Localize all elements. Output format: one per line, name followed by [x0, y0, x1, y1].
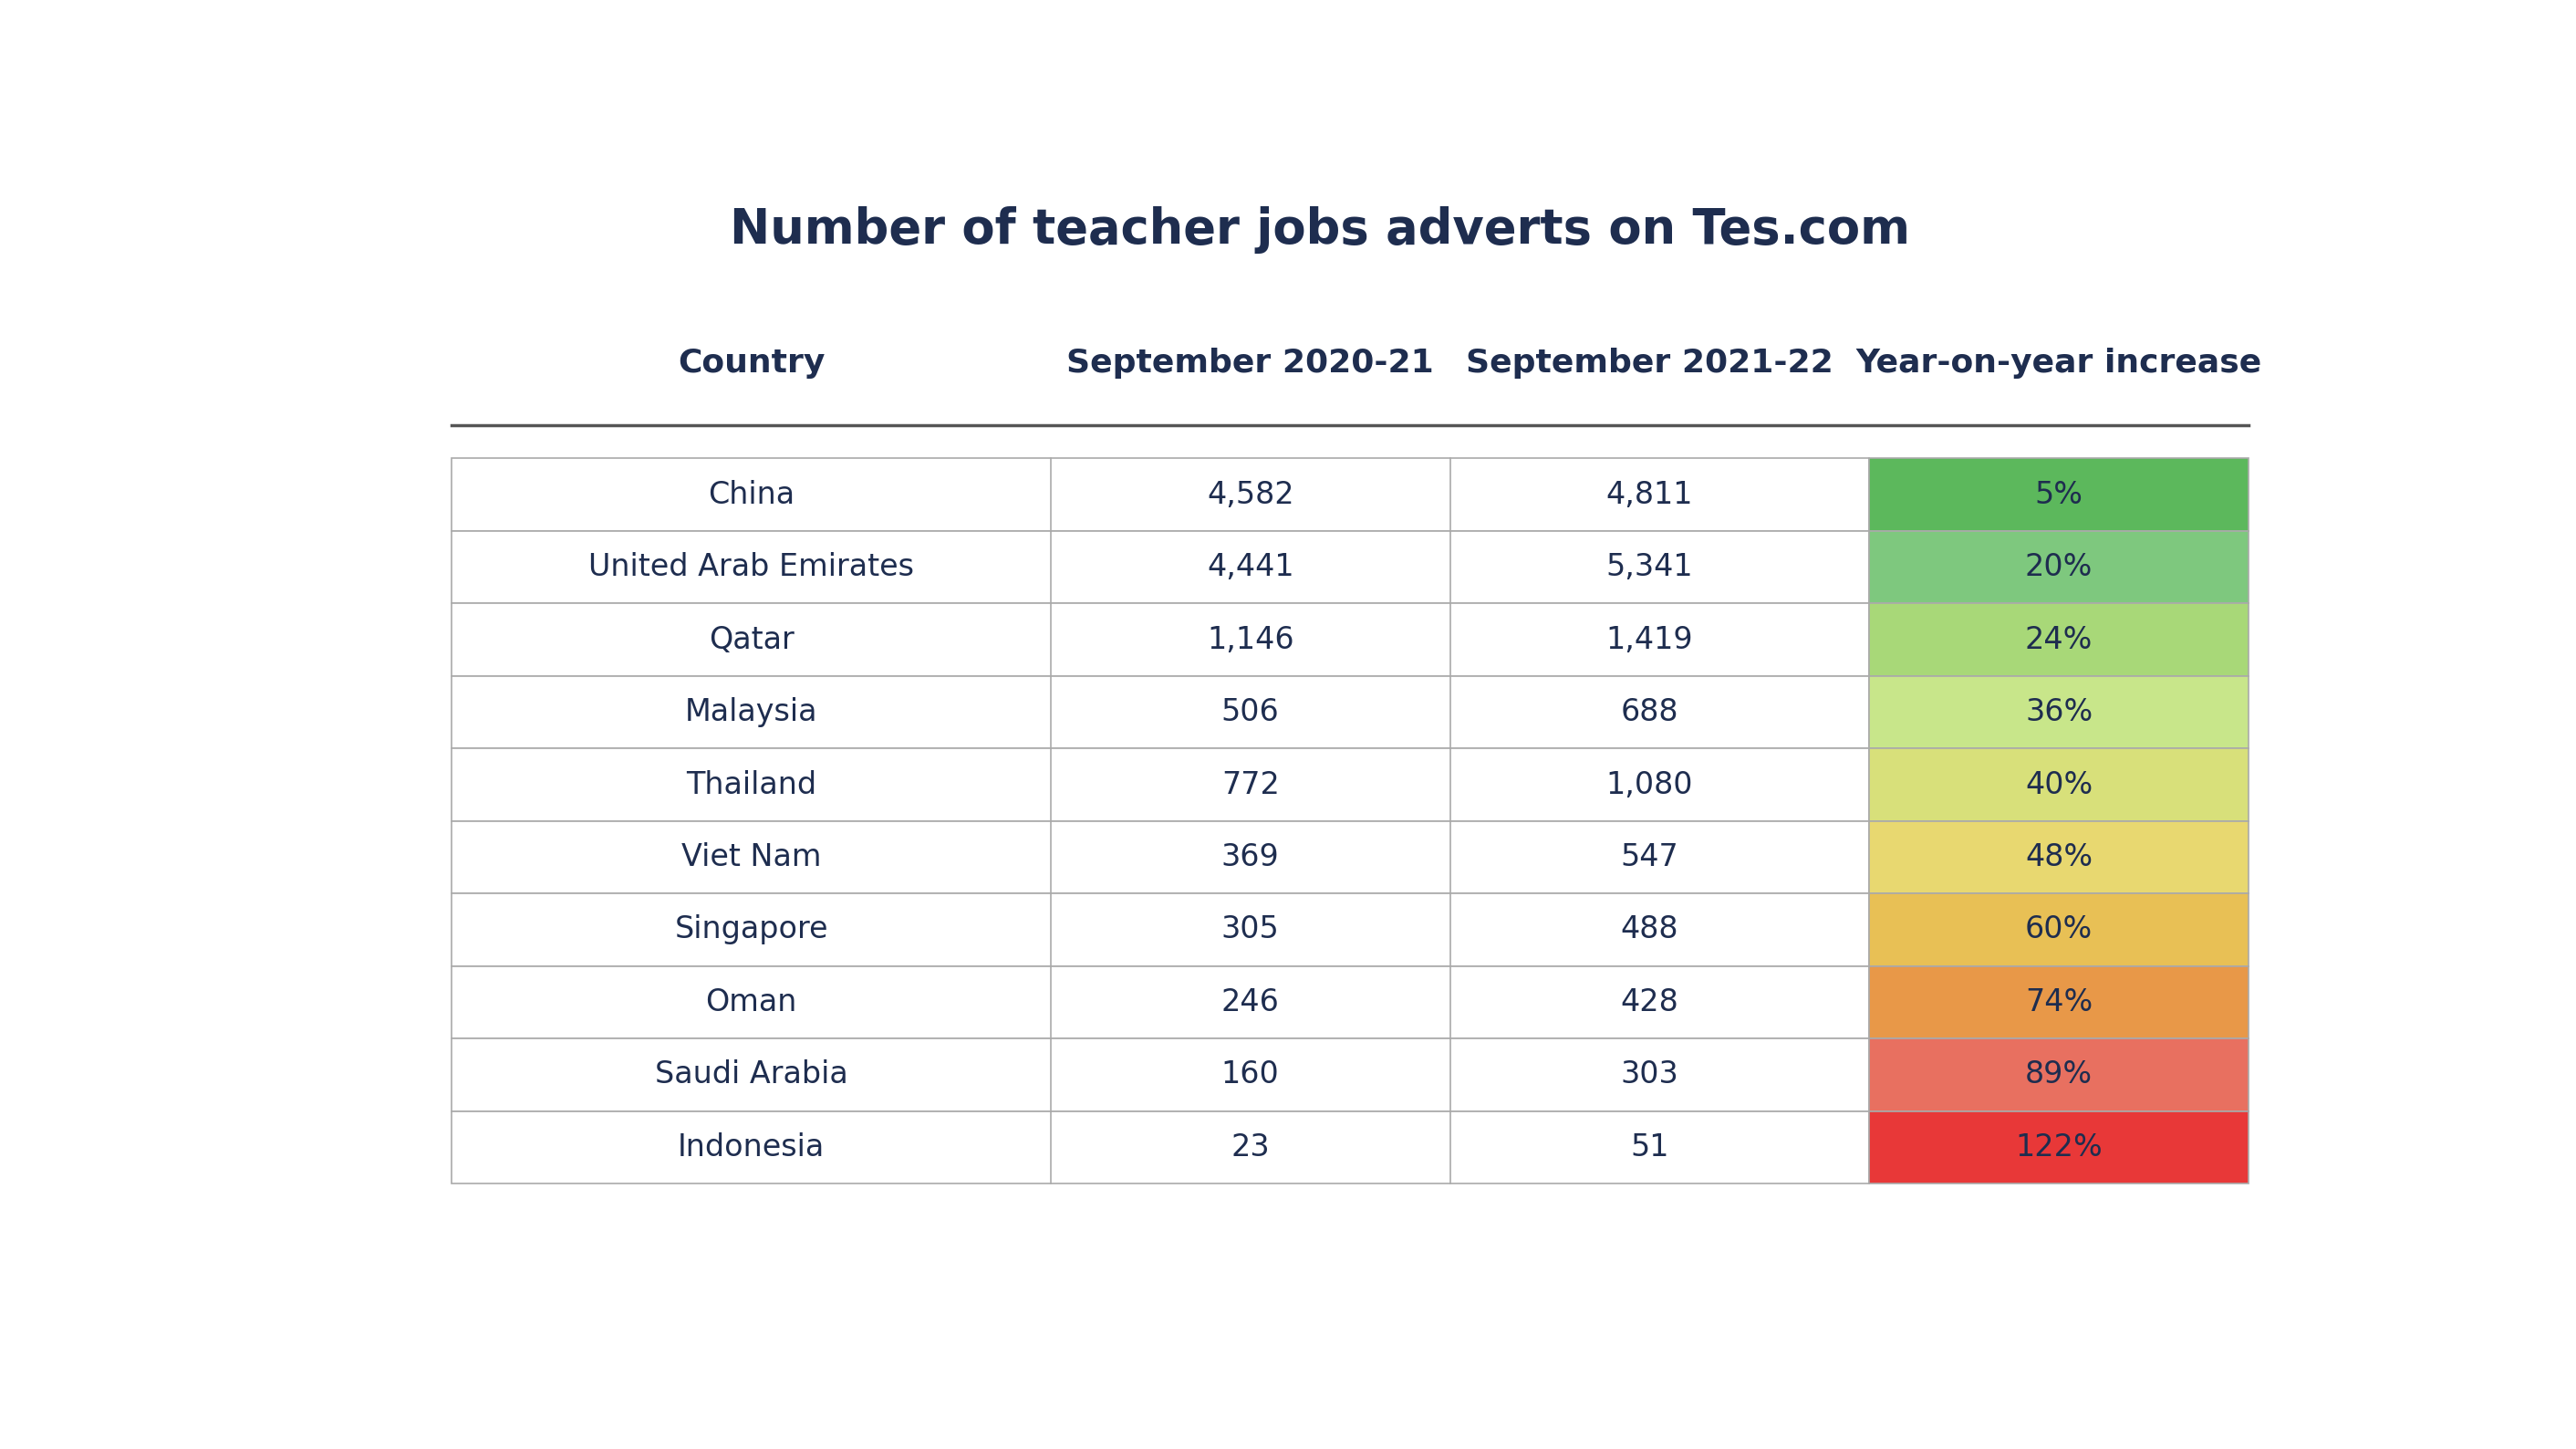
- Text: 305: 305: [1221, 914, 1280, 945]
- Text: 547: 547: [1620, 842, 1680, 872]
- FancyBboxPatch shape: [451, 749, 1870, 822]
- Text: Number of teacher jobs adverts on Tes.com: Number of teacher jobs adverts on Tes.co…: [729, 206, 1911, 254]
- FancyBboxPatch shape: [451, 1111, 1870, 1184]
- Text: Oman: Oman: [706, 987, 796, 1017]
- Text: Saudi Arabia: Saudi Arabia: [654, 1059, 848, 1090]
- FancyBboxPatch shape: [451, 675, 1870, 749]
- Text: 20%: 20%: [2025, 552, 2092, 582]
- FancyBboxPatch shape: [1870, 675, 2249, 749]
- Text: 1,146: 1,146: [1206, 625, 1293, 655]
- Text: 1,419: 1,419: [1605, 625, 1692, 655]
- Text: 60%: 60%: [2025, 914, 2092, 945]
- Text: 40%: 40%: [2025, 769, 2092, 800]
- FancyBboxPatch shape: [1870, 603, 2249, 675]
- Text: Malaysia: Malaysia: [685, 697, 817, 727]
- Text: 160: 160: [1221, 1059, 1280, 1090]
- Text: 4,441: 4,441: [1206, 552, 1293, 582]
- Text: Viet Nam: Viet Nam: [680, 842, 822, 872]
- Text: 5%: 5%: [2035, 480, 2084, 510]
- Text: 688: 688: [1620, 697, 1680, 727]
- Text: 51: 51: [1631, 1132, 1669, 1162]
- Text: 246: 246: [1221, 987, 1280, 1017]
- Text: Singapore: Singapore: [675, 914, 827, 945]
- FancyBboxPatch shape: [1870, 894, 2249, 966]
- FancyBboxPatch shape: [1870, 458, 2249, 530]
- FancyBboxPatch shape: [1870, 822, 2249, 894]
- Text: 488: 488: [1620, 914, 1680, 945]
- FancyBboxPatch shape: [451, 458, 1870, 530]
- Text: 772: 772: [1221, 769, 1280, 800]
- FancyBboxPatch shape: [451, 1039, 1870, 1111]
- Text: September 2020-21: September 2020-21: [1066, 348, 1435, 380]
- Text: 36%: 36%: [2025, 697, 2092, 727]
- Text: Year-on-year increase: Year-on-year increase: [1855, 348, 2262, 380]
- Text: China: China: [708, 480, 793, 510]
- Text: September 2021-22: September 2021-22: [1466, 348, 1834, 380]
- FancyBboxPatch shape: [1870, 749, 2249, 822]
- Text: 89%: 89%: [2025, 1059, 2092, 1090]
- FancyBboxPatch shape: [451, 822, 1870, 894]
- FancyBboxPatch shape: [451, 603, 1870, 675]
- Text: Qatar: Qatar: [708, 625, 793, 655]
- Text: 4,582: 4,582: [1206, 480, 1293, 510]
- FancyBboxPatch shape: [1870, 1039, 2249, 1111]
- FancyBboxPatch shape: [451, 530, 1870, 603]
- Text: 1,080: 1,080: [1605, 769, 1692, 800]
- Text: 5,341: 5,341: [1605, 552, 1692, 582]
- Text: 74%: 74%: [2025, 987, 2092, 1017]
- Text: 428: 428: [1620, 987, 1680, 1017]
- FancyBboxPatch shape: [1870, 530, 2249, 603]
- Text: Country: Country: [677, 348, 824, 380]
- Text: 24%: 24%: [2025, 625, 2092, 655]
- FancyBboxPatch shape: [451, 894, 1870, 966]
- Text: 23: 23: [1231, 1132, 1270, 1162]
- FancyBboxPatch shape: [1870, 966, 2249, 1039]
- FancyBboxPatch shape: [451, 966, 1870, 1039]
- Text: 506: 506: [1221, 697, 1280, 727]
- Text: 122%: 122%: [2014, 1132, 2102, 1162]
- FancyBboxPatch shape: [1870, 1111, 2249, 1184]
- Text: United Arab Emirates: United Arab Emirates: [587, 552, 914, 582]
- Text: 4,811: 4,811: [1605, 480, 1692, 510]
- Text: 303: 303: [1620, 1059, 1680, 1090]
- Text: 48%: 48%: [2025, 842, 2092, 872]
- Text: Indonesia: Indonesia: [677, 1132, 824, 1162]
- Text: 369: 369: [1221, 842, 1280, 872]
- Text: Thailand: Thailand: [685, 769, 817, 800]
